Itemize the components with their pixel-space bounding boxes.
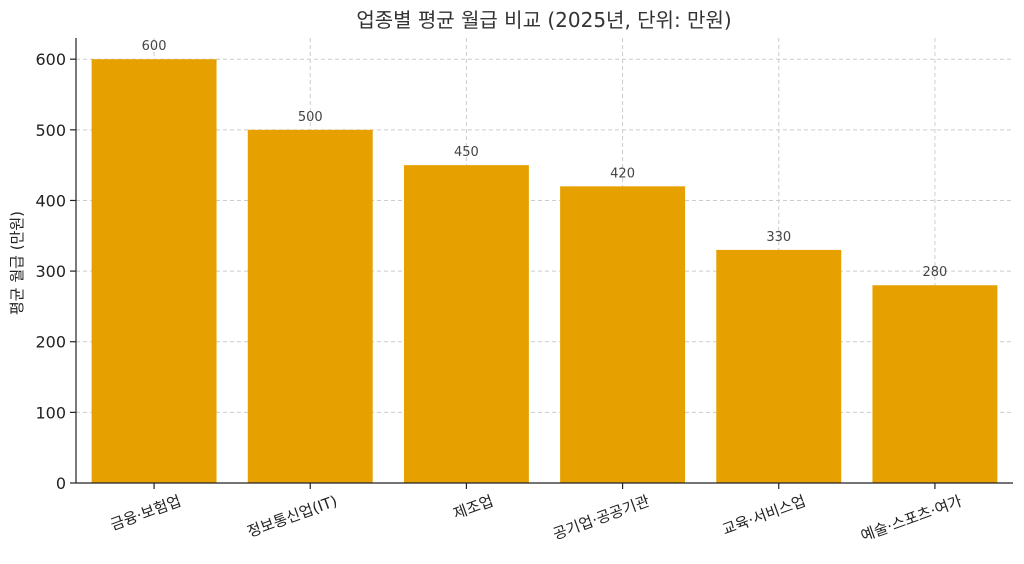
data-label-1: 500 xyxy=(298,110,323,125)
y-tick-label-1: 100 xyxy=(35,403,66,422)
bar-3 xyxy=(560,186,686,484)
data-label-3: 420 xyxy=(610,166,635,181)
y-axis-label: 평균 월급 (만원) xyxy=(8,211,26,315)
x-tick-labels: 금융·보험업 정보통신업(IT) 제조업 공기업·공공기관 교육·서비스업 예술·스포츠·… xyxy=(108,492,965,545)
x-tick-label-5: 예술·스포츠·여가 xyxy=(858,492,964,545)
y-tick-label-6: 600 xyxy=(35,50,66,69)
x-tick-label-3: 공기업·공공기관 xyxy=(551,492,653,544)
y-tick-labels: 0 100 200 300 400 500 600 xyxy=(35,50,66,493)
bars xyxy=(91,59,998,484)
x-tick-label-1: 정보통신업(IT) xyxy=(245,492,340,541)
bar-0 xyxy=(91,59,217,483)
data-label-4: 330 xyxy=(766,230,791,245)
x-tick-label-4: 교육·서비스업 xyxy=(720,492,808,539)
bar-1 xyxy=(247,129,373,484)
axes xyxy=(70,38,1013,489)
bar-5 xyxy=(872,285,998,483)
bar-4 xyxy=(716,249,842,483)
data-label-0: 600 xyxy=(142,39,167,54)
data-label-5: 280 xyxy=(923,265,948,280)
data-labels: 600 500 450 420 330 280 xyxy=(142,39,948,280)
y-tick-label-3: 300 xyxy=(35,262,66,281)
y-tick-label-2: 200 xyxy=(35,333,66,352)
chart-title: 업종별 평균 월급 비교 (2025년, 단위: 만원) xyxy=(356,8,731,32)
bar-2 xyxy=(403,165,529,483)
y-tick-label-0: 0 xyxy=(56,474,66,493)
x-tick-label-2: 제조업 xyxy=(451,492,496,523)
y-tick-label-4: 400 xyxy=(35,191,66,210)
x-tick-label-0: 금융·보험업 xyxy=(108,492,183,534)
y-tick-label-5: 500 xyxy=(35,121,66,140)
grid-lines xyxy=(76,38,1013,484)
data-label-2: 450 xyxy=(454,145,479,160)
